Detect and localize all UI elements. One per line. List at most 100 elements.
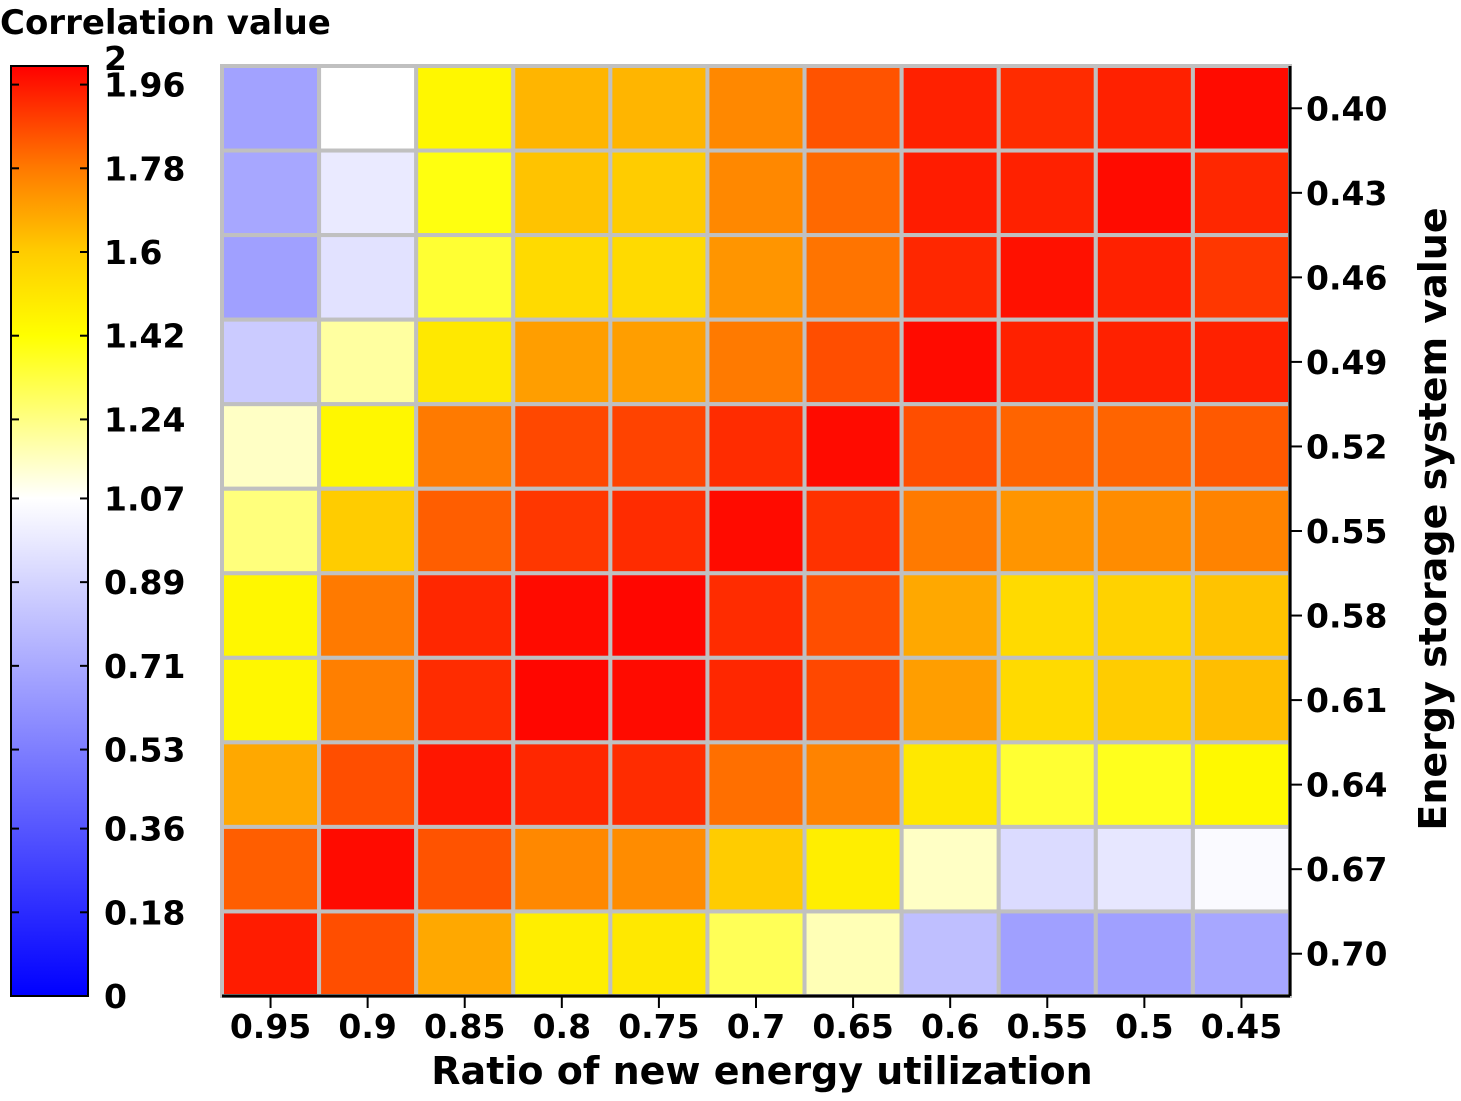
heatmap-cell bbox=[1190, 64, 1292, 153]
heatmap-cell bbox=[705, 655, 807, 745]
x-tick-label: 0.85 bbox=[424, 1007, 505, 1046]
heatmap-cell bbox=[899, 64, 1001, 153]
heatmap-cell bbox=[414, 486, 516, 576]
heatmap-cell bbox=[608, 233, 710, 322]
x-axis-ticks: 0.95 0.9 0.85 0.8 0.75 0.7 0.65 0.6 0.55 0.5 0.45 bbox=[230, 996, 1282, 1046]
heatmap-cell bbox=[317, 909, 419, 998]
heatmap-cell bbox=[705, 233, 807, 322]
heatmap-cell bbox=[317, 571, 419, 660]
heatmap-cell bbox=[1093, 740, 1195, 829]
heatmap-cell bbox=[1190, 655, 1292, 745]
heatmap-cell bbox=[317, 233, 419, 322]
heatmap-cell bbox=[899, 317, 1001, 407]
heatmap-cell bbox=[511, 317, 613, 407]
heatmap-cell bbox=[1190, 824, 1292, 914]
x-tick-label: 0.95 bbox=[230, 1007, 311, 1046]
heatmap-cell bbox=[317, 824, 419, 914]
heatmap-cell bbox=[220, 655, 322, 745]
heatmap-cell bbox=[317, 655, 419, 745]
heatmap-cell bbox=[802, 571, 904, 660]
y-tick-label: 0.52 bbox=[1306, 427, 1387, 466]
colorbar-tick-label: 1.07 bbox=[104, 479, 185, 518]
heatmap-cell bbox=[899, 740, 1001, 829]
heatmap-cell bbox=[705, 824, 807, 914]
colorbar-tick-label: 0.18 bbox=[104, 893, 185, 932]
heatmap-cell bbox=[608, 824, 710, 914]
heatmap-cell bbox=[996, 824, 1098, 914]
heatmap-cell bbox=[414, 148, 516, 238]
heatmap-cell bbox=[608, 402, 710, 491]
heatmap-cell bbox=[511, 655, 613, 745]
heatmap-cell bbox=[996, 571, 1098, 660]
colorbar-title: Correlation value bbox=[0, 3, 331, 43]
heatmap-cell bbox=[317, 317, 419, 407]
x-tick-label: 0.7 bbox=[727, 1007, 785, 1046]
heatmap-cell bbox=[1093, 148, 1195, 238]
heatmap-cell bbox=[414, 402, 516, 491]
y-tick-label: 0.70 bbox=[1306, 935, 1387, 974]
heatmap-cell bbox=[996, 148, 1098, 238]
heatmap-cell bbox=[220, 402, 322, 491]
heatmap-cell bbox=[511, 402, 613, 491]
heatmap-cell bbox=[511, 486, 613, 576]
heatmap-cell bbox=[996, 655, 1098, 745]
heatmap-cell bbox=[705, 64, 807, 153]
heatmap-cell bbox=[608, 317, 710, 407]
heatmap-cell bbox=[802, 64, 904, 153]
heatmap-cell bbox=[705, 740, 807, 829]
x-tick-label: 0.5 bbox=[1115, 1007, 1173, 1046]
heatmap-cell bbox=[899, 824, 1001, 914]
heatmap-cell bbox=[608, 740, 710, 829]
heatmap-cell bbox=[1190, 909, 1292, 998]
heatmap-cell bbox=[1190, 317, 1292, 407]
heatmap-cell bbox=[996, 233, 1098, 322]
x-axis-title: Ratio of new energy utilization bbox=[431, 1049, 1092, 1093]
heatmap-cell bbox=[802, 317, 904, 407]
y-tick-label: 0.49 bbox=[1306, 343, 1387, 382]
heatmap-cell bbox=[414, 740, 516, 829]
heatmap-cell bbox=[608, 909, 710, 998]
heatmap-cell bbox=[414, 64, 516, 153]
colorbar-tick-label: 1.96 bbox=[104, 66, 185, 105]
heatmap-cell bbox=[802, 486, 904, 576]
heatmap-cell bbox=[1190, 402, 1292, 491]
y-tick-label: 0.46 bbox=[1306, 258, 1387, 297]
heatmap-cell bbox=[511, 64, 613, 153]
colorbar-tick-label: 0.71 bbox=[104, 647, 185, 686]
heatmap-cell bbox=[1093, 486, 1195, 576]
y-tick-label: 0.58 bbox=[1306, 597, 1387, 636]
y-tick-label: 0.55 bbox=[1306, 512, 1387, 551]
colorbar-ticks: 21.96 1.78 1.6 1.42 1.24 1.07 0.89 0.71 0.53 0.36… bbox=[11, 39, 185, 1016]
heatmap-cell bbox=[1190, 571, 1292, 660]
colorbar-tick-label: 0.36 bbox=[104, 810, 185, 849]
heatmap-cell bbox=[1093, 64, 1195, 153]
heatmap-cell bbox=[414, 909, 516, 998]
heatmap-cell bbox=[317, 486, 419, 576]
heatmap-cell bbox=[317, 740, 419, 829]
colorbar-tick-label: 0.53 bbox=[104, 731, 185, 770]
heatmap-cell bbox=[996, 402, 1098, 491]
colorbar-tick-label: 1.24 bbox=[104, 400, 185, 439]
heatmap-cell bbox=[996, 317, 1098, 407]
heatmap-cell bbox=[511, 233, 613, 322]
heatmap-cell bbox=[608, 655, 710, 745]
heatmap-cell bbox=[899, 571, 1001, 660]
colorbar-tick-label: 1.6 bbox=[104, 233, 162, 272]
colorbar bbox=[10, 65, 89, 997]
heatmap-cell bbox=[220, 486, 322, 576]
heatmap-cell bbox=[996, 740, 1098, 829]
x-tick-label: 0.9 bbox=[338, 1007, 396, 1046]
heatmap-cell bbox=[705, 148, 807, 238]
heatmap-cell bbox=[802, 402, 904, 491]
colorbar-tick-label: 0 bbox=[104, 977, 127, 1016]
heatmap-cells bbox=[220, 64, 1292, 998]
colorbar-tick-label: 0.89 bbox=[104, 563, 185, 602]
heatmap-cell bbox=[1093, 402, 1195, 491]
heatmap-cell bbox=[996, 486, 1098, 576]
x-tick-label: 0.6 bbox=[921, 1007, 979, 1046]
heatmap-cell bbox=[802, 233, 904, 322]
heatmap-cell bbox=[317, 148, 419, 238]
heatmap-cell bbox=[802, 909, 904, 998]
y-axis-title: Energy storage system value bbox=[1411, 207, 1455, 830]
heatmap-cell bbox=[1190, 740, 1292, 829]
